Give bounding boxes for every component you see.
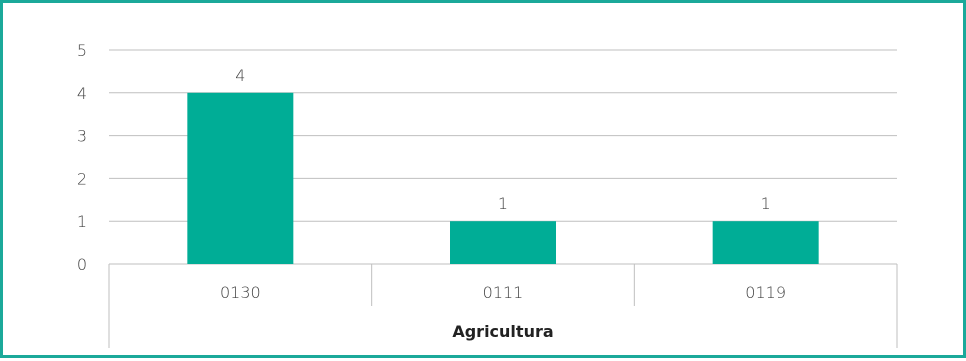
x-tick-label: 0111: [483, 283, 524, 302]
group-label: Agricultura: [452, 322, 553, 341]
y-tick-label: 0: [77, 255, 87, 274]
data-label: 1: [498, 194, 508, 213]
bar-0111: [450, 221, 556, 264]
data-labels: 4 1 1: [235, 66, 771, 213]
x-tick-label: 0130: [220, 283, 261, 302]
bar-0130: [187, 92, 294, 264]
y-tick-label: 4: [77, 84, 87, 103]
x-axis: 0130 0111 0119: [108, 264, 898, 348]
y-tick-label: 1: [77, 212, 87, 231]
bar-0119: [712, 221, 819, 264]
data-label: 1: [761, 194, 771, 213]
y-tick-label: 5: [77, 41, 87, 60]
y-axis-ticks: 0 1 2 3 4 5: [77, 41, 87, 274]
data-label: 4: [235, 66, 245, 85]
x-tick-label: 0119: [745, 283, 786, 302]
y-tick-label: 2: [77, 169, 87, 188]
y-tick-label: 3: [77, 127, 87, 146]
bar-chart: 0 1 2 3 4 5 4 1 1 0130 0111 0119 Agricultura: [77, 41, 898, 348]
bars: [187, 92, 819, 264]
